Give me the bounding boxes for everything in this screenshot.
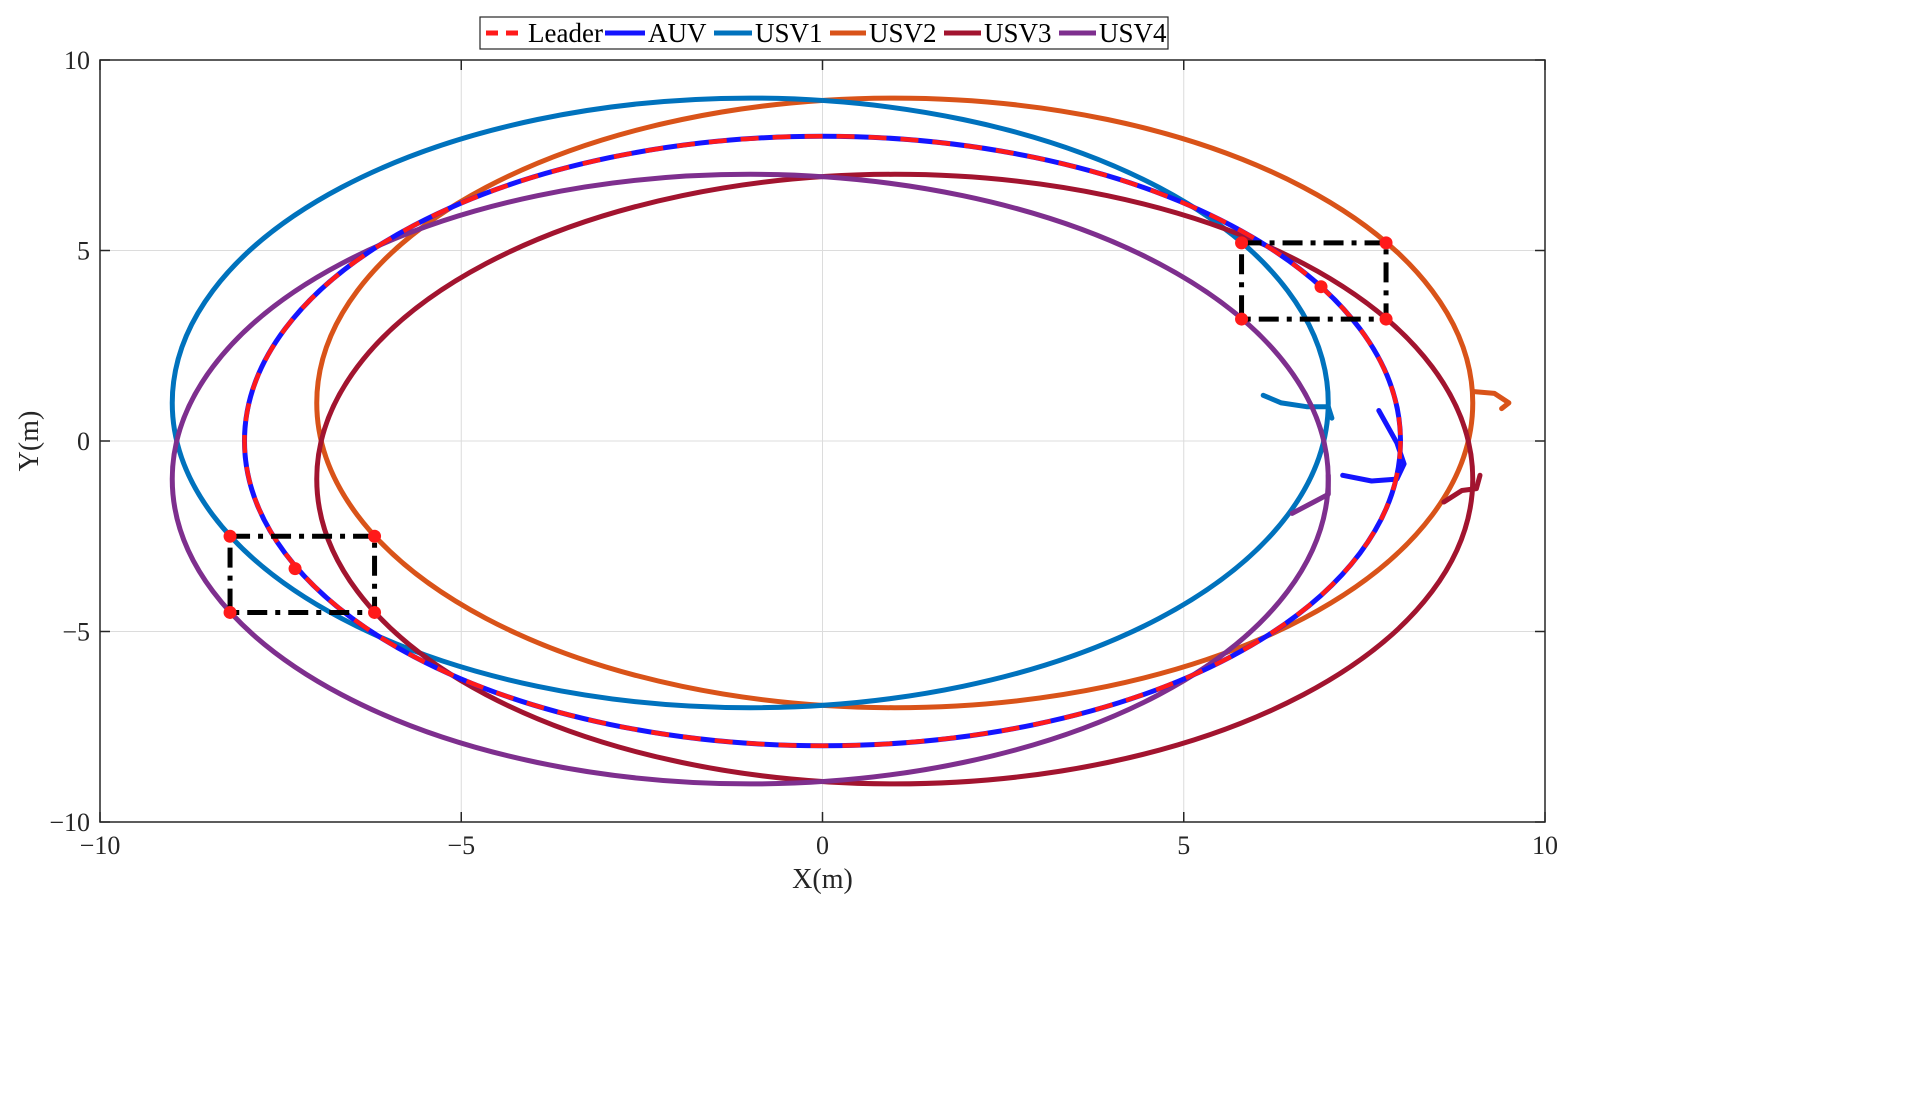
x-tick-label: 0 bbox=[816, 831, 829, 860]
dash-dot-box bbox=[227, 533, 378, 615]
x-tick-label: 5 bbox=[1177, 831, 1190, 860]
formation-marker bbox=[368, 605, 382, 619]
y-axis-label: Y(m) bbox=[14, 411, 45, 472]
x-tick-label: 10 bbox=[1532, 831, 1558, 860]
y-tick-label: −10 bbox=[49, 808, 90, 837]
trajectory-leader bbox=[242, 133, 1403, 749]
y-tick-label: 10 bbox=[64, 46, 90, 75]
legend-label: AUV bbox=[648, 18, 707, 48]
formation-marker bbox=[1314, 280, 1328, 294]
start-segment-usv1 bbox=[1260, 392, 1335, 421]
x-tick-label: −10 bbox=[80, 831, 121, 860]
formation-marker bbox=[288, 562, 302, 576]
series-usv3 bbox=[314, 171, 1483, 787]
legend-label: USV3 bbox=[984, 18, 1052, 48]
start-segment-usv4 bbox=[1289, 472, 1331, 516]
x-axis-label: X(m) bbox=[792, 864, 853, 895]
formation-marker bbox=[1379, 312, 1393, 326]
legend-label: Leader bbox=[528, 18, 603, 48]
formation-marker bbox=[223, 529, 237, 543]
series-leader bbox=[242, 133, 1403, 749]
formation-boxes bbox=[223, 236, 1393, 619]
trajectory-usv2 bbox=[314, 95, 1476, 711]
dash-dot-box bbox=[1239, 240, 1389, 322]
legend-label: USV4 bbox=[1099, 18, 1167, 48]
y-tick-label: 5 bbox=[77, 237, 90, 266]
legend-entry-usv3: USV3 bbox=[944, 18, 1052, 48]
trajectory-usv3 bbox=[314, 171, 1476, 787]
formation-box-1 bbox=[1235, 236, 1393, 326]
series-usv1 bbox=[169, 95, 1335, 711]
formation-marker bbox=[368, 529, 382, 543]
axis-ticks: −10 −5 0 5 10 −10 −5 0 5 10 bbox=[49, 46, 1558, 860]
legend: Leader AUV USV1 USV2 USV3 USV4 bbox=[479, 16, 1169, 50]
legend-label: USV1 bbox=[755, 18, 823, 48]
formation-marker bbox=[1235, 312, 1249, 326]
series-usv2 bbox=[314, 95, 1512, 711]
x-tick-label: −5 bbox=[447, 831, 475, 860]
legend-entry-auv: AUV bbox=[605, 18, 707, 48]
start-segment-usv3 bbox=[1441, 472, 1483, 505]
y-tick-label: −5 bbox=[62, 618, 90, 647]
trajectories bbox=[169, 95, 1512, 787]
legend-entry-usv2: USV2 bbox=[830, 18, 937, 48]
start-segment-usv2 bbox=[1470, 389, 1512, 412]
legend-entry-usv4: USV4 bbox=[1059, 18, 1167, 48]
legend-entry-usv1: USV1 bbox=[714, 18, 823, 48]
formation-marker bbox=[1235, 236, 1249, 250]
legend-label: USV2 bbox=[869, 18, 937, 48]
y-tick-label: 0 bbox=[77, 427, 90, 456]
formation-box-2 bbox=[223, 529, 382, 619]
trajectory-usv1 bbox=[169, 95, 1331, 711]
legend-box bbox=[479, 16, 1169, 50]
formation-marker bbox=[223, 605, 237, 619]
legend-entry-leader: Leader bbox=[486, 18, 603, 48]
start-segment-auv bbox=[1340, 408, 1407, 484]
formation-marker bbox=[1379, 236, 1393, 250]
series-usv4 bbox=[169, 171, 1331, 787]
